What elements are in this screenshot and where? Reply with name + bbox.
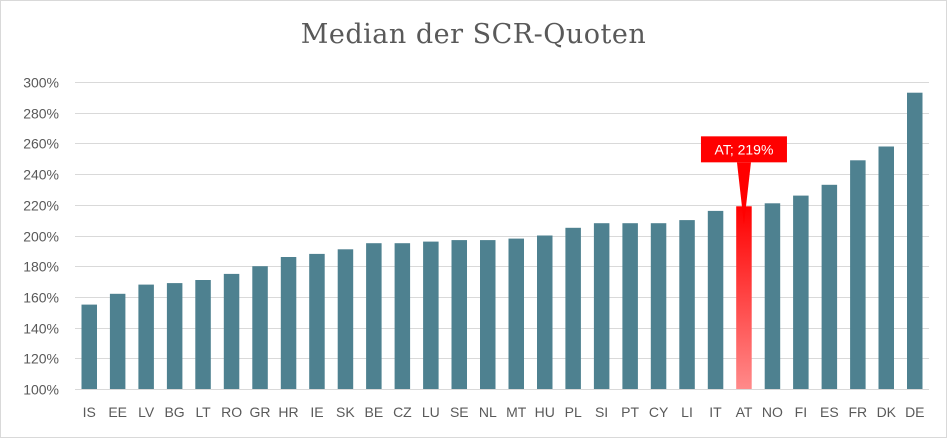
x-tick-label: IE [310, 404, 323, 420]
x-tick-label: PL [565, 404, 582, 420]
x-tick-label: CZ [393, 404, 412, 420]
y-tick-label: 220% [23, 198, 59, 214]
bar-li [679, 220, 695, 389]
x-tick-label: IT [709, 404, 722, 420]
x-tick-label: CY [649, 404, 669, 420]
bar-lu [423, 241, 439, 389]
bar-es [821, 184, 838, 389]
x-tick-label: DE [905, 404, 924, 420]
callout-box [700, 136, 787, 163]
y-tick-label: 140% [23, 321, 59, 337]
bar-hr [280, 257, 297, 389]
y-tick-label: 180% [23, 259, 59, 275]
bar-fi [793, 195, 809, 389]
y-tick-label: 260% [23, 136, 59, 152]
x-tick-label: NO [762, 404, 783, 420]
x-tick-label: BE [365, 404, 384, 420]
bar-de [907, 92, 923, 389]
x-tick-label: LI [681, 404, 693, 420]
x-tick-label: SK [336, 404, 355, 420]
callout-label: AT; 219% [715, 141, 774, 157]
x-tick-label: DK [877, 404, 897, 420]
x-tick-label: MT [506, 404, 527, 420]
bar-pt [622, 223, 638, 389]
bar-lt [195, 280, 211, 389]
bar-bg [166, 283, 183, 389]
bar-nl [480, 240, 496, 389]
x-tick-label: ES [820, 404, 839, 420]
x-tick-label: LV [138, 404, 155, 420]
bar-cy [650, 223, 667, 389]
x-tick-label: FR [848, 404, 867, 420]
bar-dk [878, 146, 894, 389]
bar-si [593, 223, 610, 389]
bar-lv [138, 284, 154, 389]
x-tick-label: PT [621, 404, 639, 420]
y-tick-label: 160% [23, 290, 59, 306]
bar-gr [252, 266, 268, 389]
x-tick-label: RO [221, 404, 242, 420]
bar-cz [394, 243, 411, 389]
bar-no [764, 203, 781, 389]
y-tick-label: 100% [23, 382, 59, 398]
x-tick-label: BG [164, 404, 184, 420]
bar-it [707, 210, 724, 389]
chart-title: Median der SCR-Quoten [300, 19, 647, 50]
bar-se [451, 240, 467, 389]
x-tick-label: HU [535, 404, 555, 420]
bar-ee [109, 293, 126, 389]
bar-ro [223, 273, 240, 389]
x-tick-label: EE [108, 404, 127, 420]
x-tick-label: SI [595, 404, 608, 420]
x-tick-label: LU [422, 404, 440, 420]
x-tick-label: SE [450, 404, 469, 420]
x-tick-label: FI [795, 404, 807, 420]
bar-is [81, 304, 97, 389]
bar-hu [537, 235, 553, 389]
x-tick-label: LT [195, 404, 211, 420]
x-tick-label: GR [250, 404, 271, 420]
bar-at [736, 206, 752, 389]
x-tick-label: HR [278, 404, 298, 420]
bar-be [366, 243, 382, 389]
bar-mt [508, 238, 524, 389]
bar-sk [337, 249, 354, 389]
bar-pl [565, 227, 581, 389]
y-tick-label: 280% [23, 106, 59, 122]
bar-ie [309, 253, 325, 389]
x-tick-label: NL [479, 404, 497, 420]
y-tick-label: 120% [23, 351, 59, 367]
callout-pointer [736, 162, 751, 225]
y-tick-label: 300% [23, 75, 59, 91]
y-tick-label: 200% [23, 229, 59, 245]
bar-fr [850, 160, 866, 389]
y-tick-label: 240% [23, 167, 59, 183]
x-tick-label: IS [83, 404, 96, 420]
x-tick-label: AT [736, 404, 753, 420]
